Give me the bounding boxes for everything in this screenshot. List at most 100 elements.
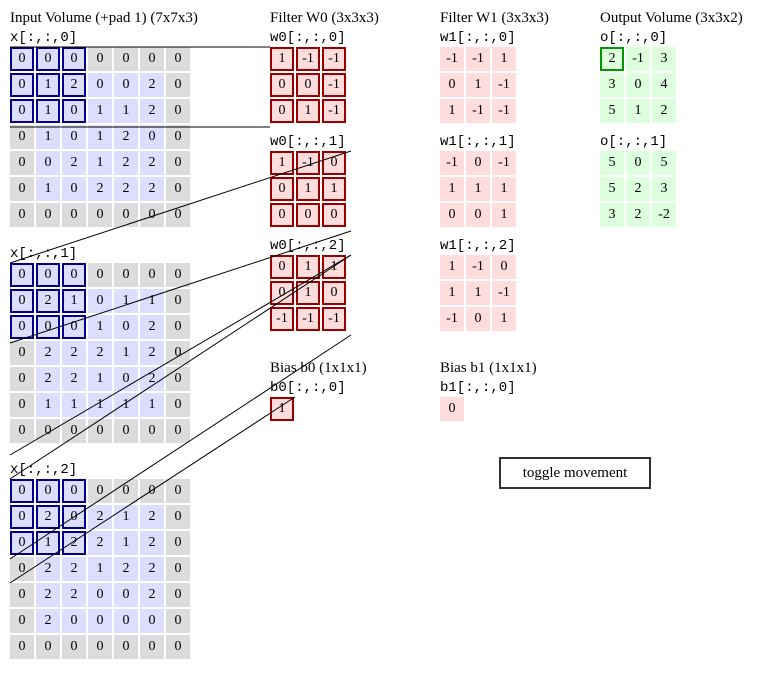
- bias-b1-cell: 0: [440, 397, 464, 421]
- w1-cell: 0: [492, 255, 516, 279]
- w0-cell: 1: [296, 281, 320, 305]
- w1-cell: -1: [466, 255, 490, 279]
- w0-slice-label-0: w0[:,:,0]: [270, 30, 346, 46]
- w1-cell: -1: [440, 47, 464, 71]
- input-cell: 0: [62, 315, 86, 339]
- w1-cell: 0: [466, 151, 490, 175]
- input-cell: 0: [166, 99, 190, 123]
- input-cell: 0: [166, 367, 190, 391]
- input-cell: 1: [140, 393, 164, 417]
- input-cell: 0: [10, 263, 34, 287]
- output-cell: 2: [626, 203, 650, 227]
- w1-slice-label-1: w1[:,:,1]: [440, 134, 516, 150]
- input-cell: 0: [10, 151, 34, 175]
- input-cell: 1: [36, 531, 60, 555]
- output-cell: -1: [626, 47, 650, 71]
- input-cell: 2: [62, 151, 86, 175]
- input-cell: 0: [114, 479, 138, 503]
- input-cell: 1: [88, 557, 112, 581]
- input-cell: 0: [88, 583, 112, 607]
- w1-cell: 0: [440, 73, 464, 97]
- input-cell: 0: [10, 609, 34, 633]
- input-cell: 0: [10, 203, 34, 227]
- input-cell: 0: [166, 289, 190, 313]
- w1-cell: 0: [466, 307, 490, 331]
- output-cell: 3: [652, 47, 676, 71]
- toggle-movement-button[interactable]: toggle movement: [499, 457, 651, 489]
- w1-cell: 1: [492, 307, 516, 331]
- input-cell: 1: [36, 125, 60, 149]
- output-cell: 3: [652, 177, 676, 201]
- input-cell: 0: [114, 203, 138, 227]
- input-cell: 1: [114, 289, 138, 313]
- output-slice-label-0: o[:,:,0]: [600, 30, 668, 46]
- input-cell: 0: [62, 635, 86, 659]
- input-cell: 0: [10, 419, 34, 443]
- input-cell: 0: [62, 99, 86, 123]
- input-cell: 0: [10, 583, 34, 607]
- input-cell: 0: [114, 315, 138, 339]
- input-cell: 0: [166, 125, 190, 149]
- input-cell: 2: [114, 151, 138, 175]
- input-cell: 0: [10, 635, 34, 659]
- output-cell: 5: [652, 151, 676, 175]
- input-cell: 0: [10, 125, 34, 149]
- output-cell: 5: [600, 151, 624, 175]
- w1-cell: -1: [492, 151, 516, 175]
- w0-cell: 1: [296, 177, 320, 201]
- input-cell: 2: [140, 531, 164, 555]
- w1-cell: 1: [492, 47, 516, 71]
- w1-cell: -1: [466, 99, 490, 123]
- input-cell: 0: [166, 203, 190, 227]
- w0-cell: 0: [296, 73, 320, 97]
- input-cell: 0: [166, 47, 190, 71]
- w1-cell: 1: [466, 281, 490, 305]
- input-cell: 0: [62, 47, 86, 71]
- w1-cell: 1: [466, 73, 490, 97]
- input-cell: 1: [88, 367, 112, 391]
- input-cell: 0: [114, 73, 138, 97]
- input-cell: 0: [36, 151, 60, 175]
- input-cell: 1: [140, 289, 164, 313]
- input-cell: 0: [10, 505, 34, 529]
- w0-cell: 0: [270, 177, 294, 201]
- input-cell: 2: [140, 505, 164, 529]
- output-cell: 3: [600, 203, 624, 227]
- input-cell: 0: [88, 609, 112, 633]
- input-cell: 0: [62, 263, 86, 287]
- input-cell: 2: [36, 367, 60, 391]
- input-cell: 2: [140, 73, 164, 97]
- input-cell: 1: [88, 125, 112, 149]
- output-volume-title: Output Volume (3x3x2): [600, 10, 743, 26]
- w1-cell: -1: [492, 281, 516, 305]
- input-cell: 0: [62, 203, 86, 227]
- w1-cell: -1: [492, 99, 516, 123]
- input-cell: 2: [36, 341, 60, 365]
- input-cell: 1: [62, 289, 86, 313]
- w1-cell: -1: [492, 73, 516, 97]
- input-cell: 2: [114, 177, 138, 201]
- input-cell: 0: [166, 419, 190, 443]
- input-cell: 2: [36, 583, 60, 607]
- output-cell: 3: [600, 73, 624, 97]
- input-cell: 0: [10, 531, 34, 555]
- input-cell: 2: [36, 505, 60, 529]
- w0-cell: 0: [322, 281, 346, 305]
- input-cell: 1: [62, 393, 86, 417]
- input-cell: 1: [114, 531, 138, 555]
- input-cell: 2: [62, 583, 86, 607]
- input-cell: 2: [140, 583, 164, 607]
- w0-cell: -1: [296, 151, 320, 175]
- input-cell: 0: [114, 419, 138, 443]
- w0-cell: -1: [322, 47, 346, 71]
- input-cell: 2: [140, 557, 164, 581]
- input-cell: 1: [88, 393, 112, 417]
- w1-cell: 1: [440, 281, 464, 305]
- input-cell: 2: [88, 177, 112, 201]
- input-cell: 0: [88, 289, 112, 313]
- input-cell: 0: [166, 557, 190, 581]
- input-cell: 0: [166, 505, 190, 529]
- input-cell: 0: [114, 263, 138, 287]
- input-cell: 0: [140, 125, 164, 149]
- input-cell: 0: [62, 505, 86, 529]
